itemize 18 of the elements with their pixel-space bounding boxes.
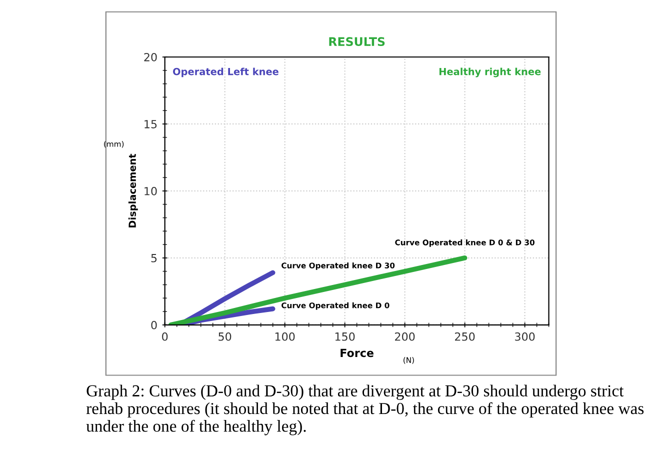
x-tick-label: 100 xyxy=(275,332,295,341)
y-tick-label: 10 xyxy=(144,186,157,196)
caption: Graph 2: Curves (D-0 and D-30) that are divergent at D-30 should undergo strict rehab procedures (it should be noted that at D-0, the curve of the operated knee was under the one of the healthy leg). xyxy=(86,384,644,436)
y-tick-label: 0 xyxy=(151,320,157,330)
annotation: Operated Left knee xyxy=(173,68,278,78)
x-tick-label: 300 xyxy=(515,332,535,341)
y-tick-label: 15 xyxy=(144,120,157,128)
x-tick-label: 250 xyxy=(455,332,475,341)
y-axis-title: Displacement xyxy=(128,154,138,228)
x-axis-title: Force xyxy=(340,348,374,358)
y-tick-label: 20 xyxy=(144,52,157,62)
annotation: Healthy right knee xyxy=(439,68,541,78)
chart-title: RESULTS xyxy=(329,37,385,46)
y-tick-label: 5 xyxy=(151,254,157,262)
x-tick-label: 0 xyxy=(162,332,168,341)
x-tick-label: 150 xyxy=(335,332,355,341)
x-tick-label: 200 xyxy=(395,332,415,341)
x-tick-label: 50 xyxy=(218,332,232,341)
